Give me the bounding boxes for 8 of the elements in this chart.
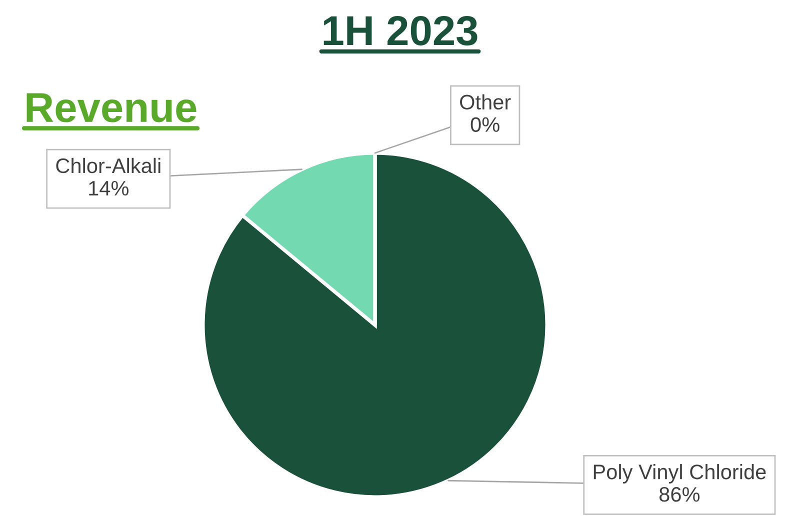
chart-title: 1H 2023: [324, 16, 478, 46]
data-label: 14%: [89, 180, 129, 196]
slice-label: Chlor-Alkali: [56, 158, 160, 174]
text: 0%: [470, 117, 500, 132]
category-label: Other: [460, 94, 511, 110]
chart-subtitle: Revenue: [26, 93, 196, 122]
data-label: 86%: [659, 487, 700, 502]
slice-label: Poly Vinyl Chloride: [594, 464, 766, 484]
